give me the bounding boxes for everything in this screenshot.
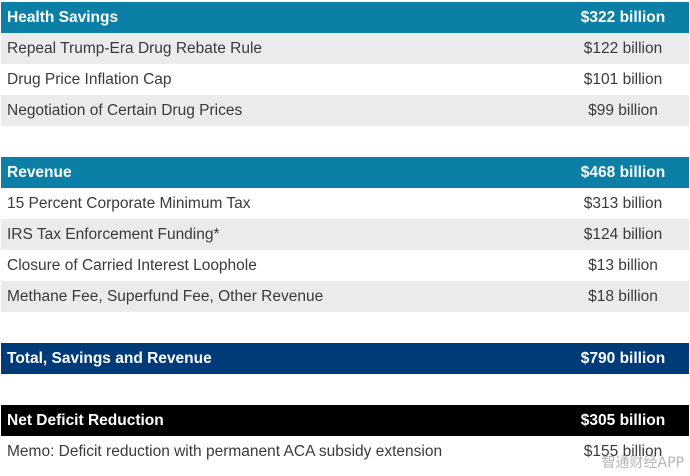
header-value: $305 billion [580,412,666,429]
row-value: $13 billion [588,257,658,274]
watermark: 智通财经APP [601,455,684,471]
table-row: IRS Tax Enforcement Funding* $124 billion [1,219,689,250]
header-value: $468 billion [580,164,666,181]
table-row: 15 Percent Corporate Minimum Tax $313 bil… [1,188,689,219]
row-label: Negotiation of Certain Drug Prices [7,102,243,119]
row-value: $155 billion [583,443,663,460]
table-row: Closure of Carried Interest Loophole $13 … [1,250,689,281]
header-label: Total, Savings and Revenue [7,350,212,367]
table-row: Memo: Deficit reduction with permanent A… [1,436,689,467]
row-value: $99 billion [588,102,658,119]
row-label: Methane Fee, Superfund Fee, Other Revenu… [7,288,324,305]
row-value: $124 billion [583,226,663,243]
section-header: Health Savings $322 billion [1,2,689,33]
row-label: Closure of Carried Interest Loophole [7,257,257,274]
section-header: Total, Savings and Revenue $790 billion [1,343,689,374]
row-label: Repeal Trump-Era Drug Rebate Rule [7,40,263,57]
row-value: $122 billion [583,40,663,57]
section-header: Net Deficit Reduction $305 billion [1,405,689,436]
table-row: Negotiation of Certain Drug Prices $99 bi… [1,95,689,126]
table-row: Methane Fee, Superfund Fee, Other Revenu… [1,281,689,312]
row-label: IRS Tax Enforcement Funding* [7,226,220,243]
row-label: Drug Price Inflation Cap [7,71,172,88]
section-header: Revenue $468 billion [1,157,689,188]
header-value: $790 billion [580,350,666,367]
header-label: Net Deficit Reduction [7,412,164,429]
row-label: Memo: Deficit reduction with permanent A… [7,443,443,460]
table-row: Drug Price Inflation Cap $101 billion [1,64,689,95]
row-label: 15 Percent Corporate Minimum Tax [7,195,251,212]
row-value: $18 billion [588,288,658,305]
row-value: $313 billion [583,195,663,212]
row-value: $101 billion [583,71,663,88]
header-label: Revenue [7,164,72,181]
table-row: Repeal Trump-Era Drug Rebate Rule $122 bi… [1,33,689,64]
header-label: Health Savings [7,9,119,26]
header-value: $322 billion [580,9,666,26]
